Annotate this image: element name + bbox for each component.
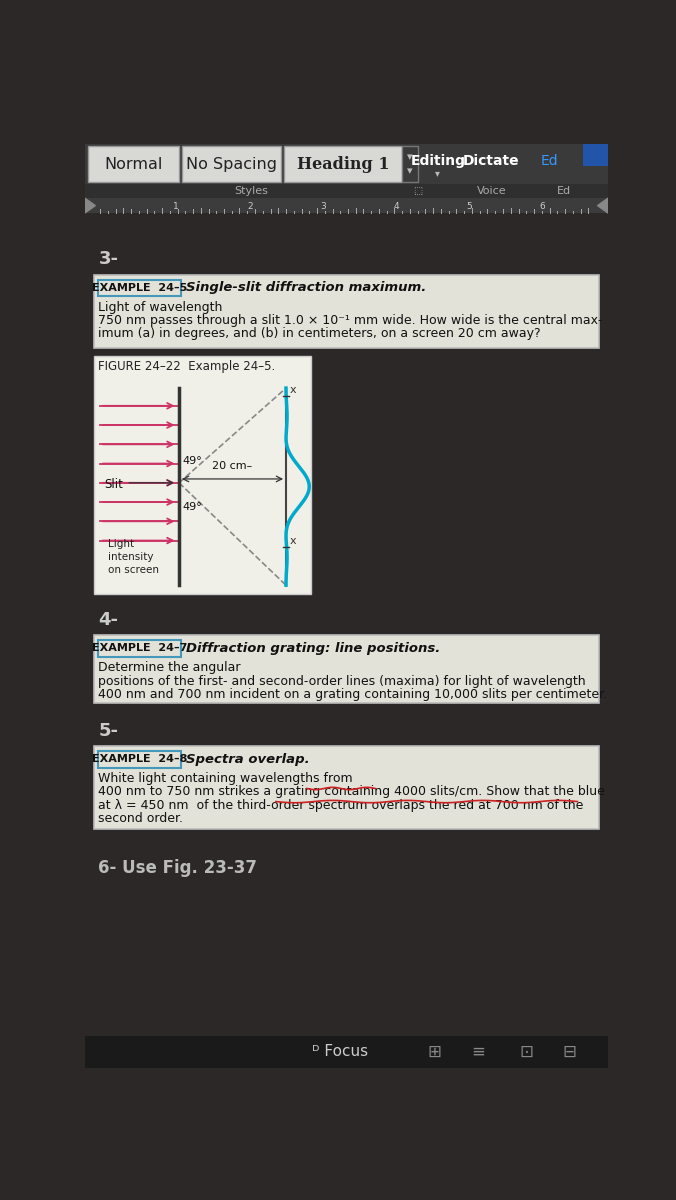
Polygon shape xyxy=(598,198,608,214)
Bar xyxy=(97,751,181,768)
Text: White light containing wavelengths from: White light containing wavelengths from xyxy=(99,773,353,785)
Text: No Spacing: No Spacing xyxy=(187,156,277,172)
Text: FIGURE 24–22  Example 24–5.: FIGURE 24–22 Example 24–5. xyxy=(99,360,276,373)
Text: ᴰ Focus: ᴰ Focus xyxy=(312,1044,368,1060)
Bar xyxy=(97,640,181,656)
Text: Editing: Editing xyxy=(410,154,465,168)
Text: Spectra overlap.: Spectra overlap. xyxy=(186,752,310,766)
Text: 3: 3 xyxy=(320,202,326,211)
Text: x: x xyxy=(290,385,297,395)
Text: 1: 1 xyxy=(173,202,179,211)
Text: Normal: Normal xyxy=(104,156,162,172)
Text: Diffraction grating: line positions.: Diffraction grating: line positions. xyxy=(186,642,440,655)
Text: ⊞: ⊞ xyxy=(428,1043,441,1061)
Text: 400 nm and 700 nm incident on a grating containing 10,000 slits per centimeter.: 400 nm and 700 nm incident on a grating … xyxy=(99,688,608,701)
Text: ⊟: ⊟ xyxy=(562,1043,577,1061)
Text: Slit: Slit xyxy=(104,478,123,491)
Text: ⊡: ⊡ xyxy=(519,1043,533,1061)
Text: Light
intensity
on screen: Light intensity on screen xyxy=(107,539,159,576)
Text: ⬚: ⬚ xyxy=(413,186,422,196)
Text: at λ = 450 nm  of the third-order spectrum overlaps the red at 700 nm of the: at λ = 450 nm of the third-order spectru… xyxy=(99,798,584,811)
Text: 3-: 3- xyxy=(99,251,118,269)
Text: Voice: Voice xyxy=(477,186,506,196)
Bar xyxy=(583,144,608,166)
Text: EXAMPLE  24–7: EXAMPLE 24–7 xyxy=(92,643,187,653)
Text: Styles: Styles xyxy=(234,186,268,196)
Bar xyxy=(182,146,281,181)
Text: ▾: ▾ xyxy=(435,168,440,179)
Text: 20 cm–: 20 cm– xyxy=(212,461,253,472)
Bar xyxy=(84,1036,608,1068)
Text: EXAMPLE  24–8: EXAMPLE 24–8 xyxy=(92,755,187,764)
Bar xyxy=(84,144,608,186)
Text: 49°: 49° xyxy=(183,456,203,467)
Bar xyxy=(402,146,418,181)
Bar xyxy=(84,184,608,198)
Text: Determine the angular: Determine the angular xyxy=(99,661,241,674)
Bar xyxy=(84,198,608,214)
Text: Light of wavelength: Light of wavelength xyxy=(99,301,223,314)
Bar xyxy=(94,635,599,703)
Bar xyxy=(88,146,179,181)
Bar xyxy=(94,275,599,348)
Text: Heading 1: Heading 1 xyxy=(297,156,389,173)
Text: positions of the first- and second-order lines (maxima) for light of wavelength: positions of the first- and second-order… xyxy=(99,674,586,688)
Text: 4: 4 xyxy=(393,202,399,211)
Text: 5-: 5- xyxy=(99,721,118,739)
Text: 750 nm passes through a slit 1.0 × 10⁻¹ mm wide. How wide is the central max-: 750 nm passes through a slit 1.0 × 10⁻¹ … xyxy=(99,314,603,328)
Bar xyxy=(285,146,402,181)
Text: second order.: second order. xyxy=(99,811,183,824)
Text: Dictate: Dictate xyxy=(462,154,519,168)
Text: imum (a) in degrees, and (b) in centimeters, on a screen 20 cm away?: imum (a) in degrees, and (b) in centimet… xyxy=(99,328,541,341)
Text: 2: 2 xyxy=(247,202,254,211)
Text: 6- Use Fig. 23-37: 6- Use Fig. 23-37 xyxy=(99,859,258,877)
Text: Ed: Ed xyxy=(556,186,571,196)
Bar xyxy=(97,280,181,296)
Text: Single-slit diffraction maximum.: Single-slit diffraction maximum. xyxy=(186,282,427,294)
Text: EXAMPLE  24–5: EXAMPLE 24–5 xyxy=(92,283,187,293)
Text: Ed: Ed xyxy=(541,154,558,168)
Bar xyxy=(94,355,311,594)
Text: 400 nm to 750 nm strikes a grating containing 4000 slits/cm. Show that the blue: 400 nm to 750 nm strikes a grating conta… xyxy=(99,786,605,798)
Polygon shape xyxy=(84,198,95,214)
Text: ▾: ▾ xyxy=(407,152,413,162)
Text: ≡: ≡ xyxy=(471,1043,485,1061)
Bar xyxy=(94,746,599,829)
Text: 4-: 4- xyxy=(99,611,118,629)
Text: 5: 5 xyxy=(466,202,472,211)
Text: 6: 6 xyxy=(539,202,545,211)
Text: 49°: 49° xyxy=(183,503,203,512)
Text: x: x xyxy=(290,535,297,546)
Text: ▾: ▾ xyxy=(407,166,413,176)
